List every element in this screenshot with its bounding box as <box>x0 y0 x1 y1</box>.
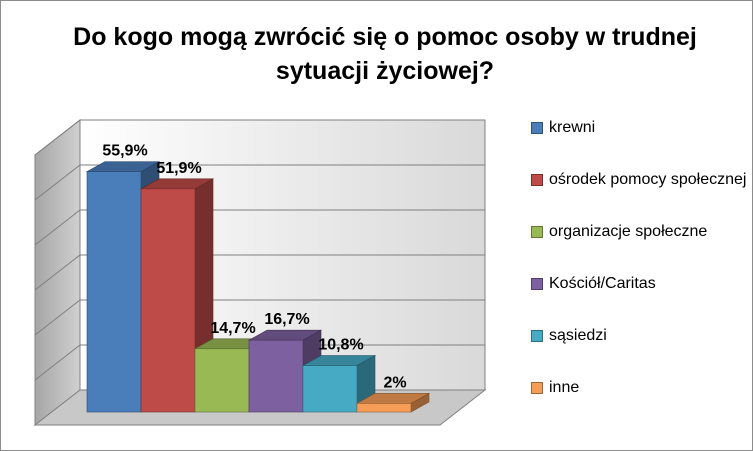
legend-label: ośrodek pomocy społecznej <box>549 171 747 188</box>
legend-swatch <box>531 122 543 134</box>
legend-swatch <box>531 226 543 238</box>
legend-label: sąsiedzi <box>549 327 607 344</box>
chart-gridline <box>34 344 485 381</box>
bar-6 <box>355 392 431 413</box>
legend-label: krewni <box>549 119 596 136</box>
bar-front <box>356 403 412 413</box>
data-label: 55,9% <box>102 143 147 160</box>
data-label: 2% <box>383 374 406 391</box>
legend-label: inne <box>549 379 580 396</box>
legend-swatch <box>531 278 543 290</box>
data-label: 51,9% <box>156 160 201 177</box>
data-label: 16,7% <box>264 311 309 328</box>
bar-front <box>140 188 196 413</box>
legend-swatch <box>531 174 543 186</box>
chart-gridline <box>34 164 485 201</box>
legend-label: organizacje społeczne <box>549 223 708 240</box>
bar-front <box>86 171 142 413</box>
bar-front <box>302 365 358 413</box>
chart-gridline <box>34 209 485 246</box>
bar-front <box>194 348 250 413</box>
data-label: 14,7% <box>210 320 255 337</box>
data-label: 10,8% <box>318 337 363 354</box>
legend-swatch <box>531 330 543 342</box>
chart-gridline <box>34 119 485 156</box>
bar-front <box>248 339 304 413</box>
chart-title: Do kogo mogą zwrócić się o pomoc osoby w… <box>73 23 697 85</box>
chart-gridline <box>34 299 485 336</box>
bar-2 <box>139 178 215 413</box>
chart-gridline <box>34 254 485 291</box>
bar-5 <box>301 355 377 413</box>
legend-swatch <box>531 382 543 394</box>
legend-label: Kościół/Caritas <box>549 275 656 292</box>
